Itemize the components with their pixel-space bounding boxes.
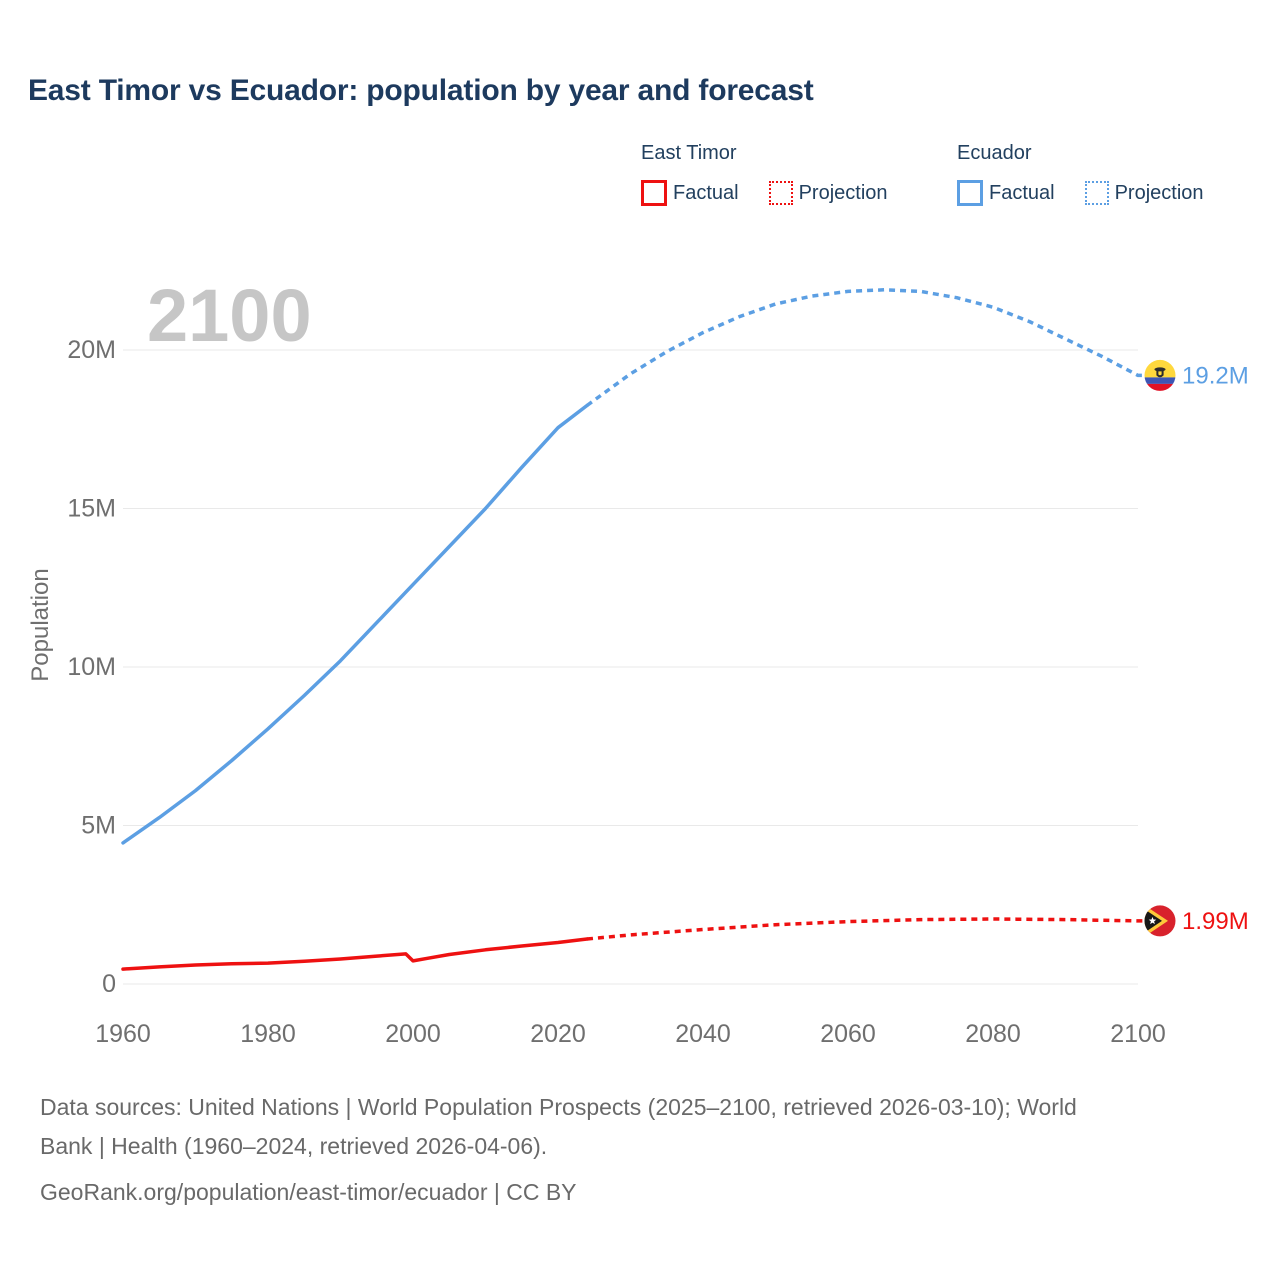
ecuador-flag-icon: [1144, 359, 1176, 391]
x-tick-label: 2100: [1110, 1020, 1166, 1048]
x-tick-label: 2060: [820, 1020, 876, 1048]
source-line: Data sources: United Nations | World Pop…: [40, 1094, 1077, 1120]
legend-item-label: Projection: [1114, 181, 1204, 204]
dotted-line-swatch-icon: [1084, 181, 1109, 205]
y-tick-label: 20M: [67, 336, 116, 364]
x-tick-label: 2020: [530, 1020, 586, 1048]
x-tick-label: 2000: [385, 1020, 441, 1048]
east-timor-flag-icon: [1144, 905, 1176, 937]
series-east-timor-factual: [121, 937, 589, 971]
population-line-chart: 2100 0 5M 10M 15M 20M 1960 1980 2000 2020 2040 20…: [27, 274, 1249, 1048]
data-sources-footer: Data sources: United Nations | World Pop…: [40, 1088, 1240, 1212]
east-timor-end-value-label: 1.99M: [1182, 908, 1249, 935]
legend-item-label: Projection: [798, 181, 888, 204]
source-line: Bank | Health (1960–2024, retrieved 2026…: [40, 1133, 548, 1159]
legend-item-ecuador-factual[interactable]: Factual: [957, 180, 1055, 206]
x-axis-tick-labels: 1960 1980 2000 2020 2040 2060 2080 2100: [95, 1020, 1166, 1048]
legend-item-east-timor-factual[interactable]: Factual: [641, 180, 739, 206]
ecuador-end-value-label: 19.2M: [1182, 362, 1249, 389]
series-ecuador-projection: [585, 288, 1147, 407]
legend-row: Factual Projection: [641, 180, 888, 206]
series-ecuador-factual: [121, 403, 589, 845]
attribution-link[interactable]: GeoRank.org/population/east-timor/ecuado…: [40, 1179, 577, 1205]
gridlines: [123, 349, 1138, 985]
legend-item-east-timor-projection[interactable]: Projection: [768, 181, 888, 205]
y-tick-label: 10M: [67, 653, 116, 681]
y-axis-label: Population: [27, 568, 54, 681]
series-lines: [121, 288, 1147, 971]
x-tick-label: 2040: [675, 1020, 731, 1048]
legend-row: Factual Projection: [957, 180, 1204, 206]
x-tick-label: 1960: [95, 1020, 151, 1048]
y-axis-tick-labels: 0 5M 10M 15M 20M: [67, 336, 116, 998]
page-title: East Timor vs Ecuador: population by yea…: [28, 74, 814, 107]
legend-group-ecuador: Ecuador Factual Projection: [957, 142, 1204, 206]
y-tick-label: 5M: [81, 812, 116, 840]
legend-group-east-timor: East Timor Factual Projection: [641, 142, 888, 206]
legend-item-ecuador-projection[interactable]: Projection: [1084, 181, 1204, 205]
chart-watermark: 2100: [147, 274, 312, 357]
solid-line-swatch-icon: [641, 180, 667, 206]
y-tick-label: 15M: [67, 495, 116, 523]
x-tick-label: 1980: [240, 1020, 296, 1048]
solid-line-swatch-icon: [957, 180, 983, 206]
legend-item-label: Factual: [989, 181, 1055, 204]
legend-group-label: East Timor: [641, 142, 737, 164]
series-east-timor-projection: [586, 917, 1147, 941]
x-tick-label: 2080: [965, 1020, 1021, 1048]
dotted-line-swatch-icon: [768, 181, 793, 205]
legend-item-label: Factual: [673, 181, 739, 204]
legend-group-label: Ecuador: [957, 142, 1032, 164]
y-tick-label: 0: [102, 970, 116, 998]
